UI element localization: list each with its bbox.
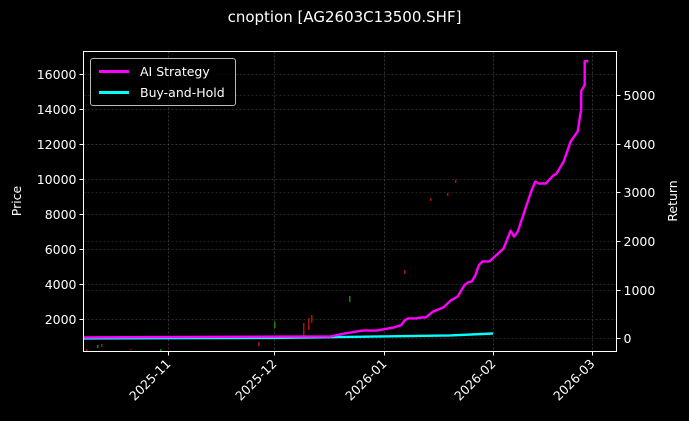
data-series	[83, 60, 589, 340]
plot-frame	[83, 51, 617, 352]
legend-swatch-magenta	[99, 69, 129, 73]
x-tick-label: 2025-11	[126, 356, 174, 404]
right-tick-label: 5000	[624, 88, 656, 103]
left-tick-label: 2000	[45, 312, 77, 327]
left-tick-label: 4000	[45, 277, 77, 292]
legend-label: Buy-and-Hold	[140, 84, 225, 100]
price-candles	[86, 180, 457, 351]
x-tick-label: 2025-12	[232, 356, 280, 404]
legend-label: AI Strategy	[140, 63, 210, 79]
right-tick-label: 0	[624, 331, 632, 346]
chart-title: cnoption [AG2603C13500.SHF]	[227, 8, 462, 26]
left-tick-label: 16000	[37, 67, 77, 82]
left-tick-label: 10000	[37, 172, 77, 187]
x-tick-label: 2026-03	[550, 356, 598, 404]
left-tick-label: 14000	[37, 102, 77, 117]
legend-item-ai-strategy: AI Strategy	[99, 62, 210, 80]
x-tick-label: 2026-02	[451, 356, 499, 404]
left-tick-label: 8000	[45, 207, 77, 222]
right-tick-label: 3000	[624, 185, 656, 200]
x-axis-ticks: 2025-11 2025-12 2026-01 2026-02 2026-03	[126, 351, 598, 404]
right-tick-label: 4000	[624, 137, 656, 152]
left-tick-label: 6000	[45, 242, 77, 257]
right-tick-label: 2000	[624, 234, 656, 249]
legend-item-buy-and-hold: Buy-and-Hold	[99, 83, 225, 101]
x-tick-label: 2026-01	[342, 356, 390, 404]
legend: AI Strategy Buy-and-Hold	[90, 58, 236, 106]
ai-strategy-line	[83, 60, 589, 339]
right-axis-label: Return	[665, 180, 680, 221]
right-axis-ticks: 0 1000 2000 3000 4000 5000	[616, 88, 656, 346]
legend-swatch-cyan	[99, 90, 129, 94]
left-axis-label: Price	[9, 185, 24, 216]
left-tick-label: 12000	[37, 137, 77, 152]
left-axis-ticks: 2000 4000 6000 8000 10000 12000 14000 16000	[37, 67, 84, 327]
right-tick-label: 1000	[624, 283, 656, 298]
